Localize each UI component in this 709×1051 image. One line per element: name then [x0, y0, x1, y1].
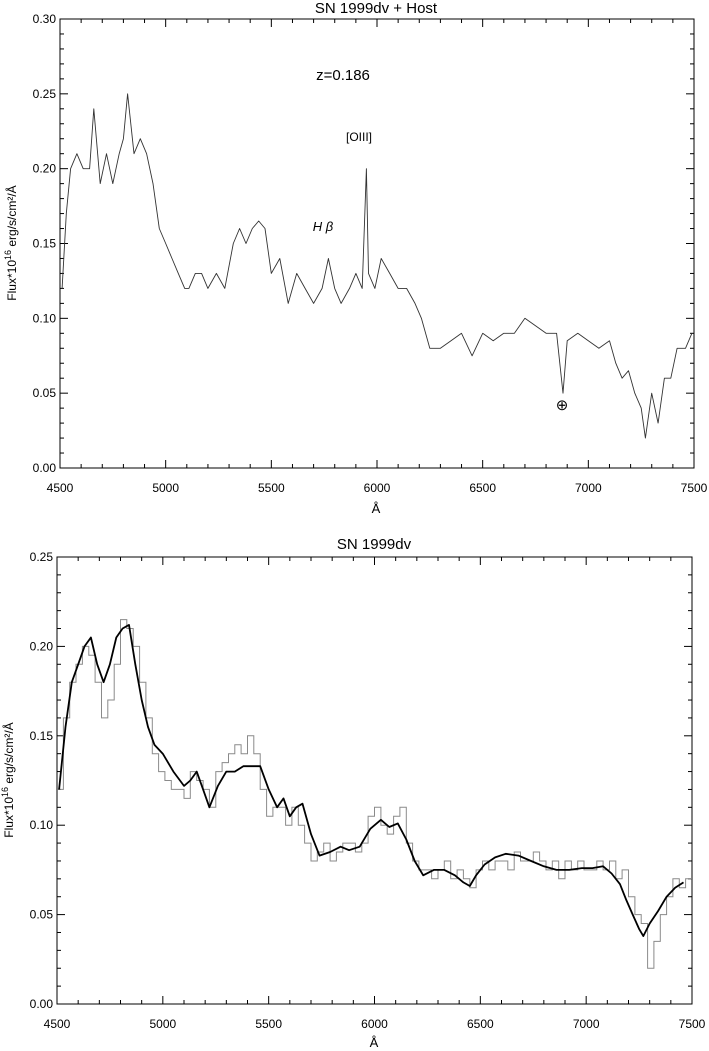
- top-x-tick-label: 5000: [152, 481, 179, 495]
- oiii-annotation: [OIII]: [346, 130, 372, 144]
- bottom-plot-frame: [56, 556, 693, 1005]
- bottom-x-tick-label: 7500: [679, 1017, 706, 1031]
- top-y-tick-label: 0.10: [33, 311, 57, 325]
- top-axis-ticks: 4500 5000 5500 6000 6500 7000 7500 0.00 0.05 0.10…: [33, 12, 708, 495]
- top-panel: SN 1999dv + Host 4500 5000 5500 6000 6500 700…: [3, 0, 708, 516]
- top-y-label-pre: Flux*10: [5, 260, 19, 301]
- bottom-x-tick-label: 7000: [573, 1017, 600, 1031]
- bottom-x-axis-label: Å: [370, 1035, 379, 1050]
- bottom-y-tick-label: 0.05: [30, 908, 54, 922]
- top-y-tick-label: 0.25: [33, 87, 57, 101]
- top-y-axis-label: Flux*1016 erg/s/cm²/Å: [3, 185, 19, 300]
- bottom-chart-title: SN 1999dv: [337, 536, 412, 553]
- top-plot-frame: [59, 18, 695, 469]
- bottom-histogram-series: [57, 619, 692, 969]
- bottom-x-tick-label: 5000: [149, 1017, 176, 1031]
- top-series-group: [61, 93, 693, 439]
- top-x-tick-label: 4500: [47, 481, 74, 495]
- top-y-label-sup: 16: [3, 250, 13, 260]
- bottom-y-tick-label: 0.15: [30, 729, 54, 743]
- bottom-x-tick-label: 6000: [361, 1017, 388, 1031]
- bottom-x-tick-label: 6500: [467, 1017, 494, 1031]
- telluric-annotation: ⊕: [556, 397, 569, 414]
- bottom-axis-ticks: 4500 5000 5500 6000 6500 7000 7500 0.00 0.05 0.10…: [30, 550, 706, 1031]
- top-x-tick-label: 6000: [364, 481, 391, 495]
- bottom-y-tick-label: 0.20: [30, 639, 54, 653]
- bottom-y-tick-label: 0.25: [30, 550, 54, 564]
- top-x-tick-label: 7500: [681, 481, 708, 495]
- bottom-x-tick-label: 5500: [255, 1017, 282, 1031]
- top-x-tick-label: 5500: [258, 481, 285, 495]
- bottom-y-label-pre: Flux*10: [2, 797, 16, 838]
- bottom-y-label-post: erg/s/cm²/Å: [1, 722, 16, 787]
- top-y-tick-label: 0.00: [33, 461, 57, 475]
- top-chart-title: SN 1999dv + Host: [315, 0, 438, 17]
- top-spectrum-series: [61, 93, 693, 439]
- top-y-tick-label: 0.15: [33, 237, 57, 251]
- top-y-tick-label: 0.30: [33, 12, 57, 26]
- bottom-y-tick-label: 0.10: [30, 818, 54, 832]
- bottom-panel: SN 1999dv 4500 5000 5500 6000 6500 7000 7500 0.…: [0, 536, 706, 1050]
- redshift-annotation: z=0.186: [316, 67, 370, 84]
- top-x-tick-label: 7000: [575, 481, 602, 495]
- top-y-label-post: erg/s/cm²/Å: [4, 185, 19, 250]
- bottom-series-group: [57, 619, 692, 969]
- top-y-tick-label: 0.20: [33, 162, 57, 176]
- bottom-smoothed-series: [58, 624, 684, 937]
- bottom-x-tick-label: 4500: [44, 1017, 71, 1031]
- top-y-tick-label: 0.05: [33, 386, 57, 400]
- top-x-tick-label: 6500: [469, 481, 496, 495]
- top-x-axis-label: Å: [372, 501, 381, 516]
- bottom-y-label-sup: 16: [0, 787, 10, 797]
- hbeta-annotation: H β: [313, 219, 334, 234]
- bottom-y-axis-label: Flux*1016 erg/s/cm²/Å: [0, 722, 16, 837]
- bottom-y-tick-label: 0.00: [30, 997, 54, 1011]
